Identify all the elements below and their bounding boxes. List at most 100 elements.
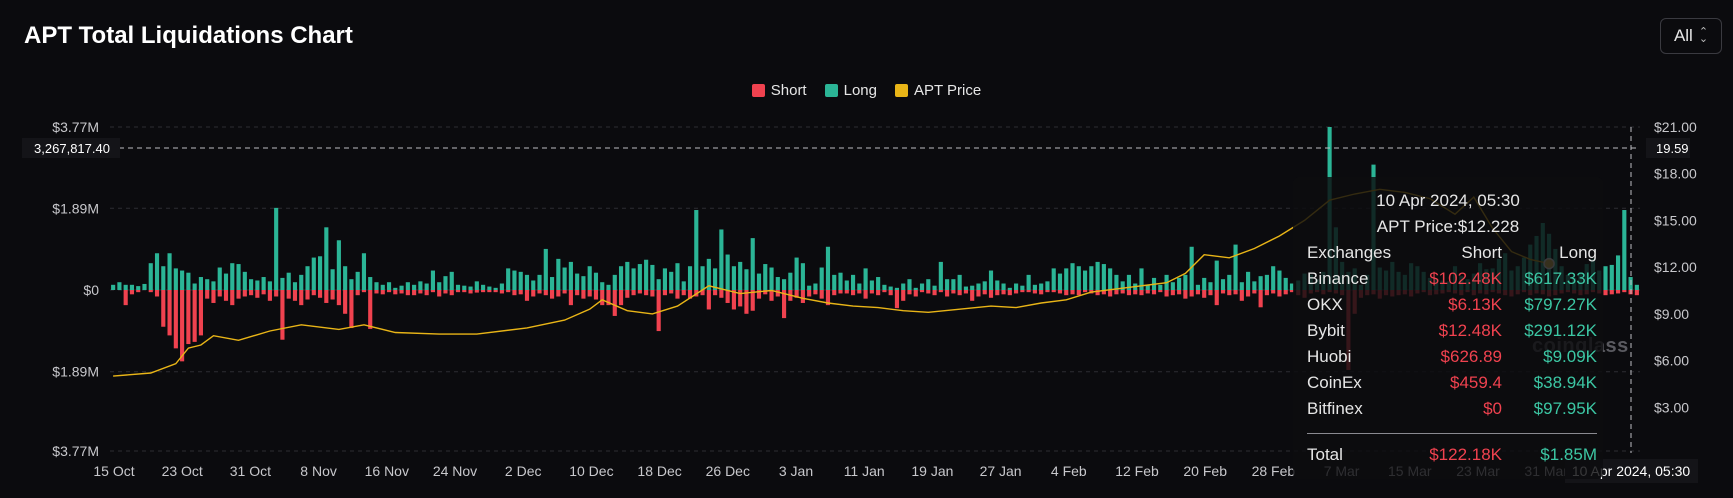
short-bar bbox=[343, 290, 348, 314]
y-left-tick-label: $0 bbox=[83, 282, 99, 298]
short-bar bbox=[518, 290, 523, 295]
long-bar bbox=[274, 207, 279, 290]
short-bar bbox=[443, 290, 448, 294]
tooltip-header-row: Exchanges Short Long bbox=[1307, 243, 1597, 267]
long-bar bbox=[380, 284, 385, 290]
tooltip-exchange-name: Binance bbox=[1307, 269, 1369, 288]
long-bar bbox=[336, 240, 341, 290]
long-bar bbox=[1271, 266, 1276, 290]
long-bar bbox=[675, 263, 680, 290]
long-bar bbox=[932, 285, 937, 290]
short-bar bbox=[756, 290, 762, 299]
short-bar bbox=[932, 290, 937, 296]
short-bar bbox=[700, 290, 705, 296]
short-bar bbox=[1064, 290, 1069, 296]
short-bar bbox=[524, 290, 530, 301]
long-bar bbox=[1057, 273, 1063, 290]
long-bar bbox=[650, 264, 655, 290]
long-bar bbox=[1070, 263, 1075, 290]
short-bar bbox=[687, 290, 693, 299]
long-bar bbox=[1289, 283, 1295, 290]
legend-swatch-short bbox=[751, 84, 765, 97]
short-bar bbox=[882, 290, 887, 293]
y-left-tick-label: $1.89M bbox=[52, 200, 99, 216]
short-bar bbox=[1045, 290, 1050, 293]
short-bar bbox=[161, 290, 166, 327]
short-bar bbox=[763, 290, 768, 295]
long-bar bbox=[713, 268, 718, 290]
chevron-up-down-icon: ⌃ ⌄ bbox=[1698, 26, 1709, 45]
time-range-select[interactable]: All ⌃ ⌄ bbox=[1660, 18, 1722, 54]
long-bar bbox=[506, 268, 511, 290]
long-bar bbox=[1020, 285, 1025, 290]
short-bar bbox=[888, 290, 893, 296]
short-bar bbox=[1158, 290, 1163, 293]
long-bar bbox=[1246, 271, 1251, 290]
short-bar bbox=[211, 290, 216, 303]
y-right-tick-label: $21.00 bbox=[1654, 119, 1697, 135]
long-bar bbox=[1051, 268, 1056, 290]
crosshair-left-badge bbox=[22, 138, 120, 158]
short-bar bbox=[292, 290, 298, 301]
short-bar bbox=[775, 290, 780, 297]
legend-item-short[interactable]: Short bbox=[751, 82, 807, 99]
short-bar bbox=[606, 290, 611, 306]
tooltip-row-binance: Binance $102.48K $617.33K bbox=[1307, 269, 1597, 293]
long-bar bbox=[1615, 255, 1621, 290]
short-bar bbox=[1202, 290, 1207, 298]
short-bar bbox=[217, 290, 222, 297]
long-bar bbox=[706, 258, 711, 290]
long-bar bbox=[1139, 268, 1144, 290]
long-bar bbox=[919, 283, 925, 290]
long-bar bbox=[1239, 282, 1244, 290]
long-bar bbox=[1227, 274, 1232, 290]
short-bar bbox=[386, 290, 392, 293]
legend-item-long[interactable]: Long bbox=[824, 82, 877, 99]
x-tick-label: 16 Nov bbox=[365, 463, 409, 479]
long-bar bbox=[1603, 266, 1608, 290]
short-bar bbox=[537, 290, 542, 294]
short-bar bbox=[374, 290, 379, 294]
short-bar bbox=[669, 290, 674, 294]
short-bar bbox=[644, 290, 649, 296]
long-bar bbox=[1195, 284, 1200, 290]
long-bar bbox=[412, 284, 417, 290]
long-bar bbox=[198, 277, 203, 290]
y-right-tick-label: $18.00 bbox=[1654, 166, 1697, 182]
long-bar bbox=[1252, 281, 1257, 290]
long-bar bbox=[1189, 246, 1194, 290]
long-bar bbox=[995, 280, 1000, 290]
long-bar bbox=[173, 268, 178, 290]
x-tick-label: 4 Feb bbox=[1051, 463, 1087, 479]
short-bar bbox=[274, 290, 279, 297]
long-bar bbox=[349, 279, 354, 290]
short-bar bbox=[982, 290, 987, 295]
long-bar bbox=[938, 261, 943, 290]
short-bar bbox=[988, 290, 994, 298]
short-bar bbox=[800, 290, 805, 303]
long-bar bbox=[637, 264, 642, 290]
legend-item-price[interactable]: APT Price bbox=[894, 82, 981, 99]
y-right-tick-label: $6.00 bbox=[1654, 353, 1689, 369]
long-bar bbox=[894, 287, 900, 290]
short-bar bbox=[167, 290, 172, 336]
long-bar bbox=[863, 268, 868, 290]
long-bar bbox=[681, 281, 686, 290]
long-bar bbox=[518, 271, 523, 290]
short-bar bbox=[894, 290, 900, 309]
short-bar bbox=[299, 290, 304, 306]
long-bar bbox=[769, 267, 774, 290]
short-bar bbox=[794, 290, 799, 298]
x-tick-label: 20 Feb bbox=[1183, 463, 1227, 479]
short-bar bbox=[556, 290, 561, 297]
tooltip-exchange-name: Bybit bbox=[1307, 321, 1345, 340]
long-bar bbox=[901, 283, 906, 290]
long-bar bbox=[807, 285, 812, 290]
x-tick-label: 18 Dec bbox=[637, 463, 681, 479]
tooltip-row-okx: OKX $6.13K $797.27K bbox=[1307, 295, 1597, 319]
short-bar bbox=[1039, 290, 1044, 295]
short-bar bbox=[1252, 290, 1257, 294]
short-bar bbox=[1170, 290, 1175, 296]
x-tick-label: 27 Jan bbox=[980, 463, 1022, 479]
short-bar bbox=[945, 290, 950, 297]
